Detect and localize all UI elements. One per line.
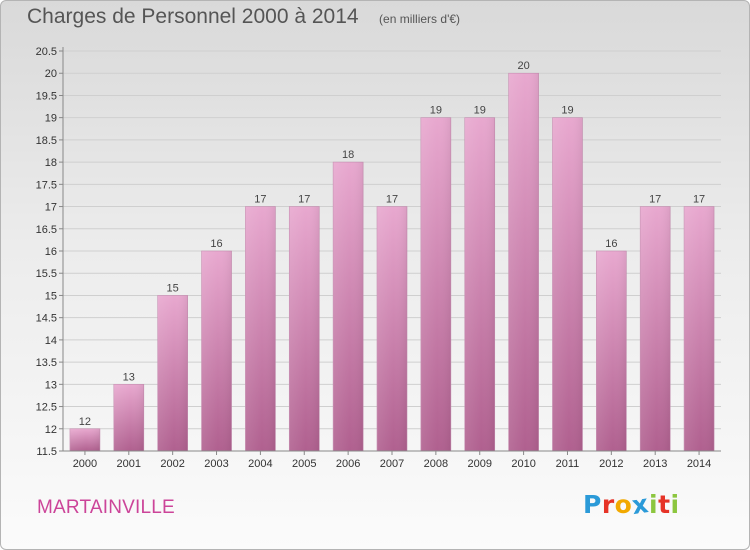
y-tick-label: 18.5 (36, 135, 57, 147)
x-tick-label: 2007 (380, 458, 404, 470)
y-tick-label: 14.5 (36, 313, 57, 325)
bar-shine (640, 206, 671, 451)
x-tick-label: 2006 (336, 458, 360, 470)
logo-letter: P (583, 490, 602, 519)
value-label: 13 (123, 371, 135, 383)
logo-letter: o (614, 490, 633, 519)
value-label: 17 (693, 194, 705, 206)
y-tick-label: 19 (45, 113, 57, 125)
logo-letter: t (658, 490, 671, 519)
y-tick-label: 15.5 (36, 268, 57, 280)
value-label: 17 (386, 194, 398, 206)
y-tick-label: 12.5 (36, 402, 57, 414)
value-label: 18 (342, 149, 354, 161)
bar-shine (596, 251, 627, 451)
x-tick-label: 2005 (292, 458, 316, 470)
x-tick-label: 2002 (160, 458, 184, 470)
bar-shine (552, 117, 583, 452)
y-tick-label: 15 (45, 290, 57, 302)
axes (59, 47, 721, 455)
x-tick-label: 2012 (599, 458, 623, 470)
y-tick-label: 13.5 (36, 357, 57, 369)
proxiti-logo[interactable]: Proxiti (583, 488, 680, 521)
bar-shine (201, 251, 232, 451)
x-tick-label: 2001 (117, 458, 141, 470)
x-tick-label: 2013 (643, 458, 667, 470)
x-tick-label: 2011 (556, 458, 580, 470)
bar-shine (157, 295, 188, 451)
bar-shine (289, 206, 320, 451)
y-tick-label: 17.5 (36, 179, 57, 191)
labels: 11.5 12 12.5 13 13.5 14 14.5 15 15.5 16 16.5 17 17.5… (36, 46, 712, 470)
y-tick-label: 19.5 (36, 90, 57, 102)
title-row: Charges de Personnel 2000 à 2014 (en mil… (27, 5, 460, 29)
logo-letter: r (601, 490, 615, 519)
logo-letter: i (670, 490, 680, 519)
y-tick-label: 12 (45, 424, 57, 436)
x-tick-label: 2000 (73, 458, 97, 470)
bar-shine (508, 73, 539, 451)
bar-shine (333, 162, 364, 451)
value-label: 19 (430, 105, 442, 117)
logo-letter: i (649, 490, 659, 519)
bar-shine (377, 206, 407, 451)
y-tick-label: 16.5 (36, 224, 57, 236)
bars (69, 72, 715, 452)
chart-title: Charges de Personnel 2000 à 2014 (27, 5, 359, 28)
x-tick-label: 2009 (467, 458, 491, 470)
logo-letter: x (630, 488, 651, 521)
bar-shine (245, 206, 276, 451)
value-label: 15 (167, 282, 179, 294)
value-label: 16 (210, 238, 222, 250)
y-tick-label: 13 (45, 379, 57, 391)
value-label: 16 (605, 238, 617, 250)
bar-shine (464, 117, 495, 452)
y-tick-label: 20 (45, 68, 57, 80)
x-tick-label: 2008 (424, 458, 448, 470)
bar-shine (684, 206, 715, 451)
y-tick-label: 11.5 (36, 446, 57, 458)
value-label: 17 (254, 194, 266, 206)
bar-shine (113, 384, 144, 451)
y-tick-label: 14 (45, 335, 57, 347)
bar-shine (420, 117, 451, 452)
y-tick-label: 16 (45, 246, 57, 258)
x-tick-label: 2010 (511, 458, 535, 470)
value-label: 19 (561, 105, 573, 117)
x-tick-label: 2003 (204, 458, 228, 470)
value-label: 20 (517, 60, 529, 72)
x-tick-label: 2004 (248, 458, 272, 470)
chart-subtitle: (en milliers d'€) (379, 12, 461, 26)
value-label: 17 (298, 194, 310, 206)
bar-shine (69, 428, 100, 451)
value-label: 19 (474, 105, 486, 117)
x-tick-label: 2014 (687, 458, 711, 470)
y-tick-label: 17 (45, 202, 57, 214)
commune-name: MARTAINVILLE (37, 497, 175, 518)
y-tick-label: 18 (45, 157, 57, 169)
value-label: 12 (79, 416, 91, 428)
value-label: 17 (649, 194, 661, 206)
y-tick-label: 20.5 (36, 46, 57, 58)
